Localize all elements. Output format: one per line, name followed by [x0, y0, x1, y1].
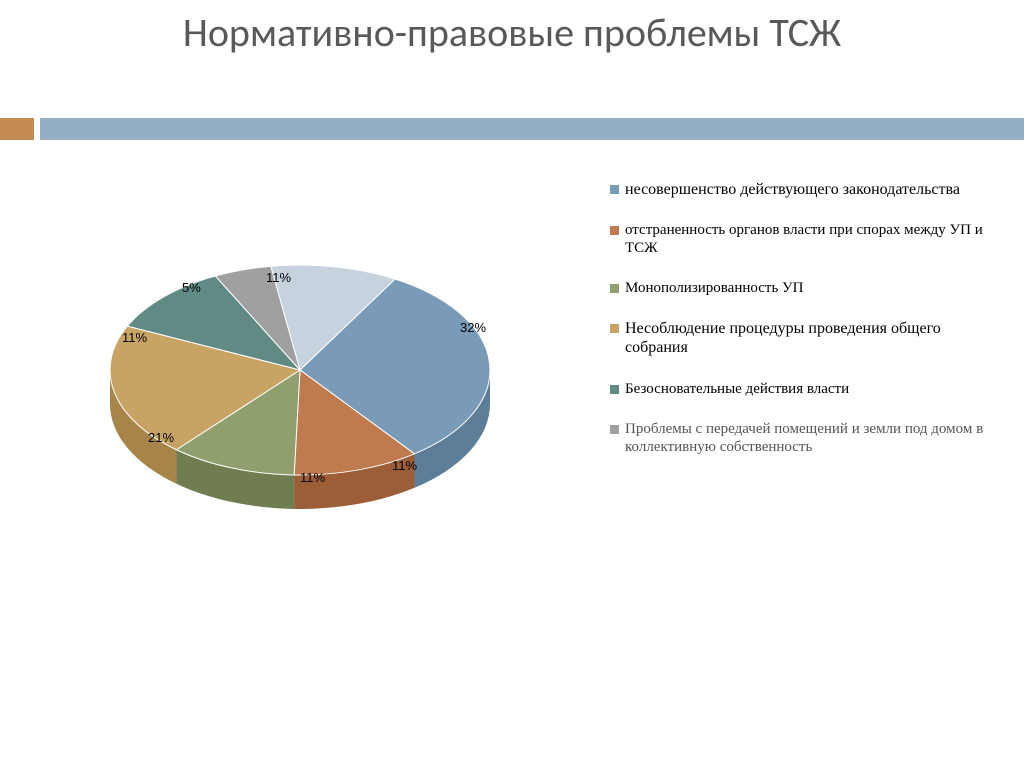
accent-segment	[0, 118, 34, 140]
legend-label: Монополизированность УП	[625, 279, 804, 297]
legend-item: несовершенство действующего законодатель…	[610, 180, 1000, 199]
slide: Нормативно-правовые проблемы ТСЖ 32% 11% 1…	[0, 0, 1024, 768]
legend-swatch	[610, 425, 619, 434]
pie-slice-label: 32%	[460, 320, 486, 335]
legend-swatch	[610, 385, 619, 394]
legend-swatch	[610, 185, 619, 194]
pie-slice-label: 11%	[266, 270, 291, 285]
pie-slice-label: 5%	[182, 280, 201, 295]
legend-item: Безосновательные действия власти	[610, 380, 1000, 398]
pie-slice-label: 11%	[122, 330, 147, 345]
legend-label: Безосновательные действия власти	[625, 380, 849, 398]
pie-chart	[20, 140, 620, 740]
legend-item: отстраненность органов власти при спорах…	[610, 221, 1000, 257]
page-title: Нормативно-правовые проблемы ТСЖ	[0, 10, 1024, 56]
legend-label: отстраненность органов власти при спорах…	[625, 221, 1000, 257]
pie-slice-label: 11%	[392, 458, 417, 473]
legend-item: Монополизированность УП	[610, 279, 1000, 297]
accent-bar	[0, 118, 1024, 140]
legend-label: несовершенство действующего законодатель…	[625, 180, 960, 199]
pie-slice-label: 11%	[300, 470, 325, 485]
legend-swatch	[610, 226, 619, 235]
legend-item: Проблемы с передачей помещений и земли п…	[610, 420, 1000, 456]
pie-slice-label: 21%	[148, 430, 174, 445]
legend-label: Несоблюдение процедуры проведения общего…	[625, 319, 1000, 357]
legend-item: Несоблюдение процедуры проведения общего…	[610, 319, 1000, 357]
legend: несовершенство действующего законодатель…	[610, 180, 1000, 478]
accent-segment	[40, 118, 1024, 140]
legend-label: Проблемы с передачей помещений и земли п…	[625, 420, 1000, 456]
legend-swatch	[610, 324, 619, 333]
title-block: Нормативно-правовые проблемы ТСЖ	[0, 0, 1024, 56]
legend-swatch	[610, 284, 619, 293]
